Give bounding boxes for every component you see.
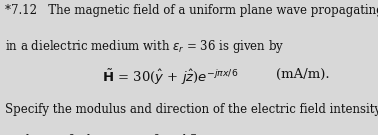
Text: at the $x$ = 0 plane at $t$ = 0 and 5 ns.: at the $x$ = 0 plane at $t$ = 0 and 5 ns… [5,132,219,135]
Text: *7.12   The magnetic field of a uniform plane wave propagating: *7.12 The magnetic field of a uniform pl… [5,4,378,17]
Text: (mA/m).: (mA/m). [276,68,330,80]
Text: in a dielectric medium with $\epsilon_r$ = 36 is given by: in a dielectric medium with $\epsilon_r$… [5,38,284,55]
Text: Specify the modulus and direction of the electric field intensity: Specify the modulus and direction of the… [5,103,378,116]
Text: $\tilde{\mathbf{H}}$ = 30($\hat{y}$ + $j\hat{z}$)$e^{-j\pi x/6}$: $\tilde{\mathbf{H}}$ = 30($\hat{y}$ + $j… [102,68,239,87]
